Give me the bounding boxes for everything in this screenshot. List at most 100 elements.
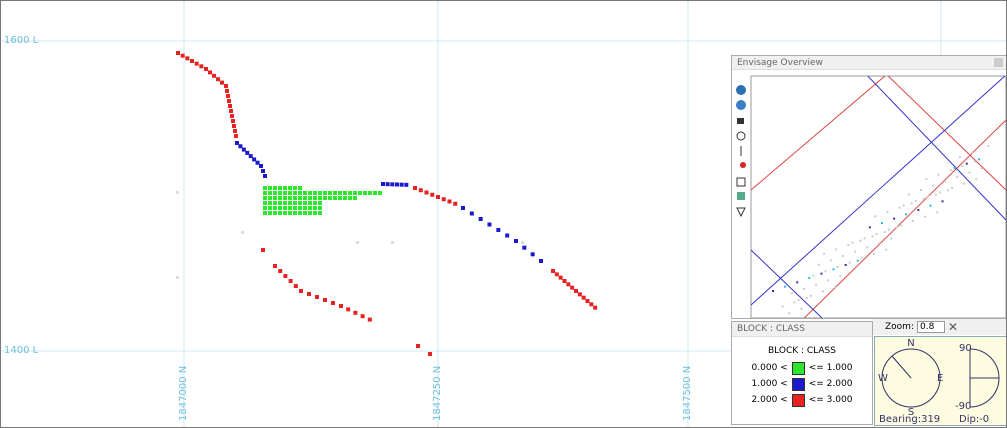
overview-point	[834, 286, 836, 288]
block	[238, 144, 243, 149]
block	[373, 191, 377, 195]
block	[308, 196, 312, 200]
class-from: 0.000 <	[751, 363, 788, 373]
block	[562, 279, 567, 283]
block	[353, 310, 358, 315]
block	[176, 276, 179, 279]
zoom-input[interactable]: 0.8	[916, 321, 945, 333]
block	[293, 211, 297, 215]
block	[348, 191, 352, 195]
overview-point	[961, 165, 964, 167]
northing-label: 1847500 N	[682, 366, 693, 421]
block	[313, 191, 317, 195]
block	[353, 196, 357, 200]
block	[424, 190, 429, 195]
block	[505, 233, 510, 238]
overview-point	[941, 200, 944, 203]
zoom-reset[interactable]: ✕	[947, 320, 959, 334]
block	[263, 206, 267, 210]
overview-point	[977, 158, 980, 161]
block	[461, 206, 465, 210]
block	[416, 344, 420, 348]
block	[339, 304, 343, 308]
overview-point	[925, 178, 928, 180]
level-label: 1600 L	[4, 35, 39, 46]
block	[259, 164, 263, 168]
legend-window-title: BLOCK : CLASS	[732, 322, 872, 337]
block	[268, 206, 272, 210]
block	[241, 231, 244, 234]
block	[261, 169, 265, 173]
block	[273, 191, 277, 195]
overview-point	[839, 275, 842, 277]
block	[551, 269, 555, 273]
compass-s: S	[908, 407, 914, 418]
overview-window[interactable]: Envisage Overview	[731, 55, 1006, 319]
block	[313, 201, 317, 205]
class-to: <= 1.000	[808, 363, 853, 373]
overview-point	[805, 297, 808, 299]
block	[441, 197, 446, 202]
overview-point	[959, 156, 961, 158]
overview-point	[920, 189, 922, 191]
overview-point	[965, 162, 968, 165]
block	[278, 211, 282, 215]
block	[404, 182, 409, 187]
close-button[interactable]	[994, 58, 1003, 67]
block	[363, 191, 367, 195]
overview-point	[815, 283, 818, 286]
block	[212, 73, 216, 78]
block	[263, 201, 267, 205]
block	[298, 206, 302, 210]
legend-heading: BLOCK : CLASS	[768, 346, 836, 356]
overview-point	[793, 301, 796, 304]
block	[268, 186, 272, 190]
overview-point	[902, 204, 905, 207]
compass-n: N	[907, 338, 914, 349]
overview-point	[844, 264, 847, 266]
overview-point	[987, 145, 990, 147]
dip-bottom: -90	[955, 401, 971, 412]
overview-point	[956, 176, 959, 178]
overview-point	[899, 224, 902, 227]
block	[313, 206, 317, 210]
legend-window[interactable]: BLOCK : CLASS BLOCK : CLASS 0.000 < <= 1.…	[731, 321, 873, 425]
overview-point	[949, 169, 952, 172]
class-swatch	[791, 393, 805, 407]
overview-map	[736, 75, 1006, 318]
block	[283, 211, 287, 215]
overview-point	[917, 209, 920, 211]
block	[436, 195, 440, 199]
block	[298, 196, 302, 200]
toolbar	[736, 85, 746, 218]
overview-point	[895, 226, 898, 229]
dip: Dip:-0	[959, 414, 989, 425]
overview-point	[883, 231, 886, 233]
block	[293, 201, 297, 205]
block	[255, 160, 260, 165]
block	[225, 89, 229, 93]
overview-point	[881, 222, 883, 224]
block	[229, 109, 233, 113]
overview-point	[823, 252, 826, 255]
block	[283, 206, 287, 210]
block	[283, 274, 288, 278]
overview-point	[803, 288, 805, 290]
block	[245, 150, 250, 155]
overview-point	[963, 182, 966, 185]
block	[283, 186, 287, 190]
block	[390, 182, 395, 187]
block	[288, 211, 292, 215]
block	[273, 206, 277, 210]
level-label: 1400 L	[4, 345, 39, 356]
class-to: <= 2.000	[808, 379, 853, 389]
block	[273, 186, 277, 190]
overview-point	[832, 268, 835, 271]
overview-point	[924, 215, 927, 218]
block	[278, 206, 282, 210]
block	[323, 191, 327, 195]
block	[248, 154, 253, 159]
overview-point	[797, 299, 800, 301]
block	[418, 188, 423, 193]
